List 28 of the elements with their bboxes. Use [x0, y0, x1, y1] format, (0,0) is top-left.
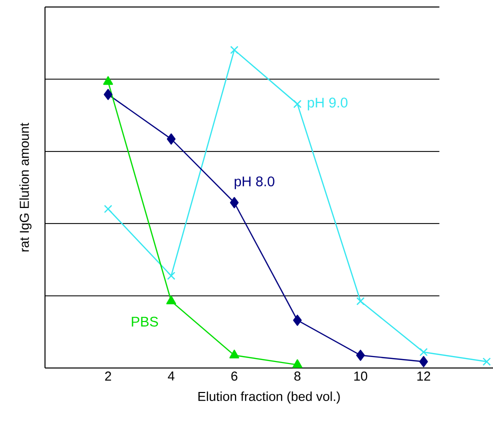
point — [356, 350, 365, 361]
x-tick-label: 8 — [294, 372, 300, 381]
series-label: pH 8.0 — [234, 176, 274, 190]
point — [166, 296, 176, 304]
point — [482, 358, 491, 366]
point — [104, 204, 112, 214]
x-tick-label: 12 — [417, 372, 430, 381]
series-label: pH 9.0 — [308, 98, 348, 110]
point — [103, 76, 114, 85]
x-tick-label: 2 — [105, 372, 112, 381]
point — [230, 46, 238, 54]
x-tick-label: 10 — [354, 372, 368, 381]
point — [356, 297, 365, 306]
point — [293, 314, 302, 326]
point — [293, 100, 302, 108]
x-axis-title: Elution fraction (bed vol.) — [198, 392, 340, 404]
point — [229, 350, 240, 358]
series-label: PBS — [132, 316, 158, 327]
point — [167, 272, 176, 280]
point — [230, 197, 239, 208]
x-tick-label: 4 — [168, 372, 174, 380]
point — [104, 88, 112, 100]
x-tick-label: 6 — [231, 372, 238, 381]
point — [292, 359, 302, 368]
point — [419, 348, 428, 356]
point — [419, 356, 428, 368]
point — [166, 133, 176, 145]
y-axis-title: rat IgG Elution amount — [19, 122, 32, 252]
